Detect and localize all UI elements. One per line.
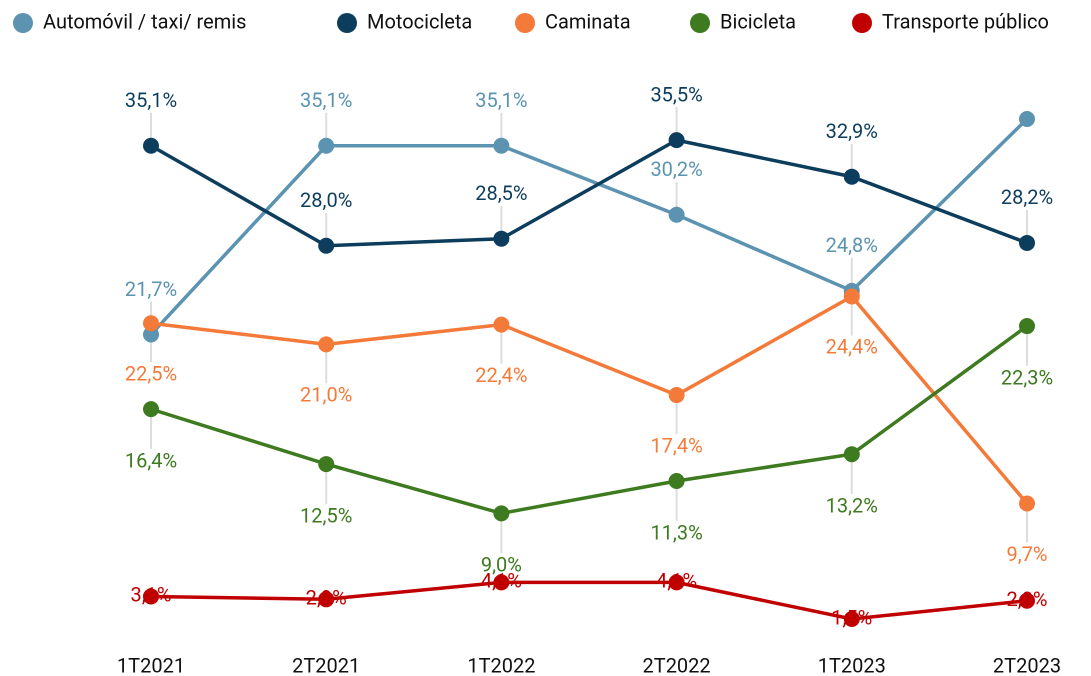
data-label: 4,1% <box>481 569 522 593</box>
x-tick-label: 2T2021 <box>292 653 360 676</box>
series-line <box>150 580 1028 621</box>
data-label: 12,5% <box>300 503 352 527</box>
data-label: 24,4% <box>826 335 878 359</box>
data-point <box>1019 495 1035 512</box>
data-label: 13,2% <box>826 493 878 517</box>
x-tick-label: 1T2022 <box>467 653 535 676</box>
legend-marker <box>515 13 535 33</box>
data-label: 16,4% <box>125 448 177 472</box>
x-tick-label: 2T2023 <box>993 653 1061 676</box>
data-point <box>843 611 860 627</box>
data-point <box>493 505 510 522</box>
legend-marker <box>337 13 357 33</box>
data-label: 35,1% <box>125 88 177 112</box>
data-point <box>1019 234 1035 251</box>
series-line <box>150 324 1029 516</box>
data-point <box>668 132 685 149</box>
data-label: 3,1% <box>130 583 171 607</box>
data-point <box>143 401 159 418</box>
legend-marker <box>690 13 710 33</box>
data-point <box>1019 592 1035 609</box>
data-label: 35,1% <box>300 88 352 112</box>
data-point <box>843 288 860 305</box>
data-point <box>143 315 159 332</box>
data-label: 28,2% <box>1001 185 1053 209</box>
data-label: 22,4% <box>475 363 527 387</box>
data-point <box>493 316 510 333</box>
data-label: 1,5% <box>831 605 872 629</box>
series-line <box>149 117 1029 336</box>
data-point <box>143 326 159 343</box>
data-point <box>493 230 510 247</box>
data-label: 11,3% <box>650 520 702 544</box>
data-point <box>318 336 335 353</box>
x-tick-label: 2T2022 <box>643 653 711 676</box>
data-point <box>843 446 860 463</box>
data-point <box>1019 111 1035 127</box>
data-label: 24,8% <box>826 233 878 257</box>
legend-label: Bicicleta <box>720 9 796 33</box>
data-point <box>318 456 335 473</box>
data-point <box>668 387 685 404</box>
data-point <box>143 588 159 605</box>
legend-label: Automóvil / taxi/ remis <box>43 9 246 33</box>
x-tick-label: 1T2023 <box>818 653 886 676</box>
data-label: 2,9% <box>306 586 347 610</box>
data-point <box>318 137 335 154</box>
data-point <box>843 168 860 185</box>
data-point <box>668 472 685 489</box>
series-line <box>150 138 1028 248</box>
data-point <box>493 574 510 591</box>
data-label: 30,2% <box>650 157 702 181</box>
data-point <box>318 237 335 254</box>
data-point <box>493 137 510 154</box>
data-label: 28,0% <box>300 188 352 212</box>
data-label: 32,9% <box>826 119 878 143</box>
legend-label: Motocicleta <box>367 9 472 33</box>
data-label: 4,1% <box>656 569 697 593</box>
data-label: 35,1% <box>475 88 527 112</box>
legend-marker <box>852 13 872 33</box>
data-label: 2,8% <box>1006 587 1047 611</box>
x-tick-label: 1T2021 <box>117 653 185 676</box>
data-label: 9,0% <box>481 553 522 577</box>
data-point <box>143 137 159 154</box>
data-label: 22,3% <box>1001 365 1053 389</box>
data-label: 17,4% <box>650 433 702 457</box>
data-label: 22,5% <box>125 362 177 386</box>
data-point <box>668 574 685 591</box>
data-label: 9,7% <box>1006 542 1047 566</box>
data-label: 35,5% <box>650 82 702 106</box>
data-label: 21,7% <box>125 277 177 301</box>
data-point <box>1019 318 1035 335</box>
data-point <box>668 206 685 223</box>
legend-label: Transporte público <box>882 9 1049 33</box>
data-label: 28,5% <box>475 181 527 205</box>
series-line <box>150 294 1029 505</box>
legend-label: Caminata <box>545 9 631 33</box>
legend-marker <box>13 13 33 33</box>
data-point <box>318 591 335 608</box>
data-label: 21,0% <box>300 383 352 407</box>
